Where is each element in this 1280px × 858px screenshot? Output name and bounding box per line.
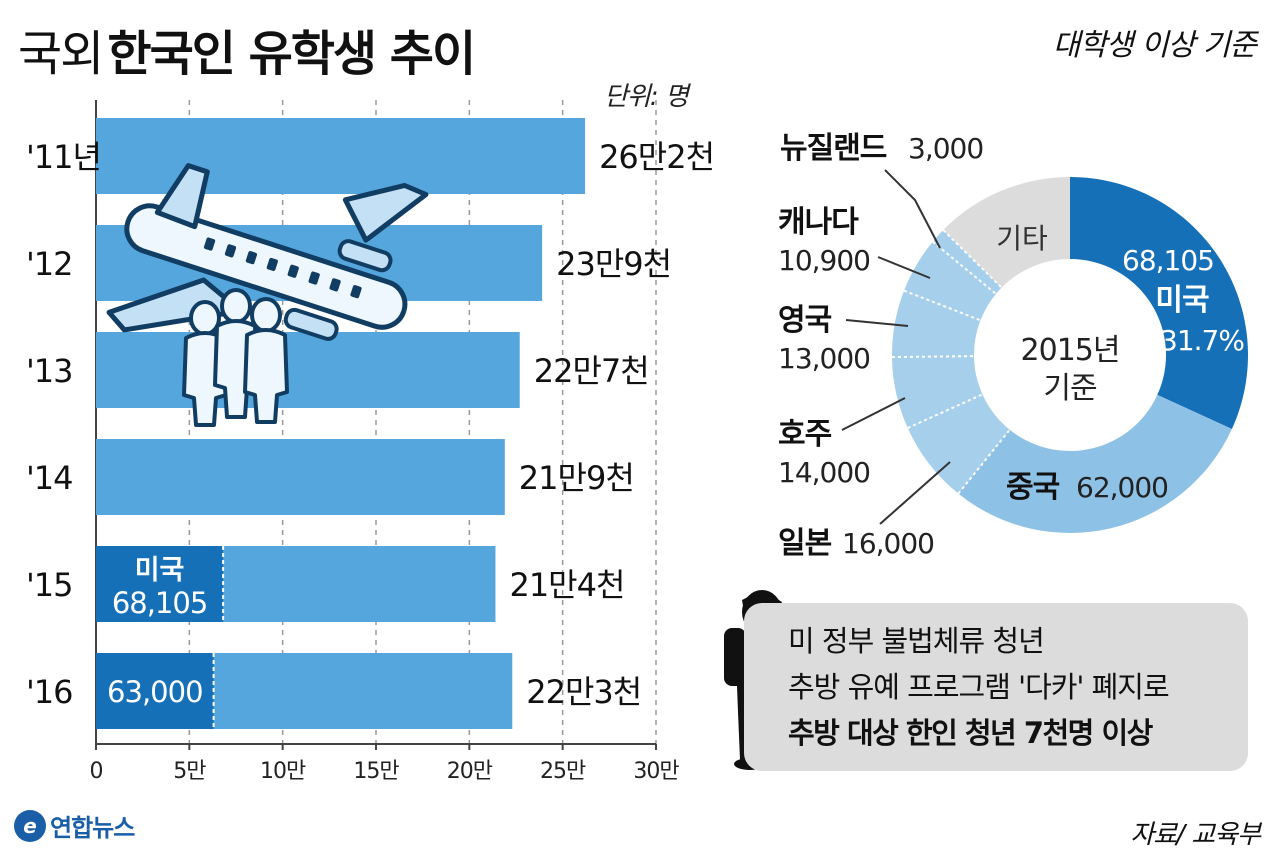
label-us-name: 미국 [1155,283,1209,318]
donut-separator [907,393,983,429]
bar [96,118,586,194]
leader-line-newzealand [884,169,941,249]
label-canada-value: 10,900 [778,244,870,277]
title-prefix: 국외 [18,26,104,82]
donut-slice [904,241,996,321]
x-tick-label: 0 [90,759,103,784]
donut-center-line-1: 2015년 [1021,333,1120,368]
source-note: 자료/ 교육부 [1130,820,1261,850]
donut-label-uk: 영국 13,000 [778,303,909,375]
donut-center-line-2: 기준 [1043,371,1097,406]
note-line-3: 추방 대상 한인 청년 7천명 이상 [788,716,1153,750]
x-tick-label: 25만 [540,759,586,784]
unit-label: 단위: 명 [604,82,689,112]
x-tick-label: 30만 [633,759,679,784]
note-line-1: 미 정부 불법체류 청년 [788,624,1045,658]
donut-label-australia: 호주 14,000 [778,397,906,489]
donut-slice [907,394,1010,494]
bar-category-label: '15 [26,566,73,604]
donut-slice [1070,177,1248,430]
label-japan-name: 일본 [778,526,832,561]
donut-slice [892,290,981,358]
x-axis: 0 5만 10만 15만 20만 25만 30만 [90,743,680,784]
bar-category-label: '11년 [26,138,101,176]
logo-text: 연합뉴스 [50,814,135,842]
airplane-illustration [106,163,429,341]
donut-separator [942,229,1003,289]
label-china-name: 중국 [1006,470,1060,505]
donut-label-us: 68,105 미국 31.7% [1122,244,1245,357]
us-segment-bar [96,546,224,622]
label-newzealand-name: 뉴질랜드 [780,131,887,166]
x-tick-label: 15만 [353,759,399,784]
bar-value-label: 26만2천 [599,138,714,176]
label-canada-name: 캐나다 [778,205,859,240]
label-uk-name: 영국 [778,303,832,338]
title-main: 한국인 유학생 추이 [107,26,476,82]
leader-line-japan [879,461,951,525]
label-newzealand-value: 3,000 [908,132,983,165]
bar-category-label: '13 [26,352,73,390]
label-etc-name: 기타 [996,222,1048,255]
yonhap-logo: e 연합뉴스 [14,808,135,843]
donut-separator [892,355,975,359]
donut-label-newzealand: 뉴질랜드 3,000 [780,131,984,249]
us-segment-value: 63,000 [107,675,202,709]
yonhap-logo-icon: e [14,809,46,842]
bar-category-label: '16 [26,673,73,711]
bar-value-label: 22만3천 [526,673,641,711]
us-segment-bar [96,653,214,729]
donut-separator [932,240,997,295]
us-segment-value: 68,105 [112,586,207,620]
label-uk-value: 13,000 [778,342,870,375]
donut-slice [932,230,1002,294]
bar-category-label: '12 [26,245,73,283]
note-line-2: 추방 유예 프로그램 '다카' 폐지로 [788,670,1170,704]
donut-center-label: 2015년 기준 [1021,333,1121,406]
x-tick-label: 20만 [447,759,493,784]
label-us-percent: 31.7% [1160,324,1244,357]
leader-line-uk [845,319,909,327]
donut-label-japan: 일본 16,000 [778,461,951,561]
donut-separator [957,429,1011,495]
label-china-value: 62,000 [1076,471,1168,504]
donut-separator [903,289,981,322]
label-us-value: 68,105 [1122,244,1214,277]
label-australia-name: 호주 [778,417,832,452]
label-australia-value: 14,000 [778,456,870,489]
label-japan-value: 16,000 [842,527,934,560]
bar-value-label: 21만9천 [519,459,634,497]
x-tick-label: 5만 [173,759,206,784]
bar-value-label: 22만7천 [534,352,649,390]
bar-category-label: '14 [26,459,73,497]
bar-value-labels: 26만2천 23만9천 22만7천 21만9천 21만4천 22만3천 [509,138,715,711]
bar-value-label: 21만4천 [509,566,624,604]
donut-slice [892,356,983,429]
leader-line-canada [877,256,931,279]
basis-note: 대학생 이상 기준 [1052,28,1257,63]
note-box [744,603,1248,771]
donut-slice [958,394,1232,533]
donut-label-china: 중국 62,000 [1006,470,1169,505]
page-title: 국외 한국인 유학생 추이 [18,14,476,84]
bar-category-labels: '11년 '12 '13 '14 '15 '16 [26,138,102,711]
bar-value-label: 23만9천 [556,245,671,283]
donut-chart [892,177,1248,533]
people-silhouette-illustration [182,288,289,427]
bar-gridlines [95,100,657,744]
x-tick-label: 10만 [260,759,306,784]
donut-label-canada: 캐나다 10,900 [778,205,931,279]
leader-line-australia [841,397,906,431]
bar [96,332,520,408]
us-segment-label: 미국 [135,555,185,586]
bar [96,439,505,515]
